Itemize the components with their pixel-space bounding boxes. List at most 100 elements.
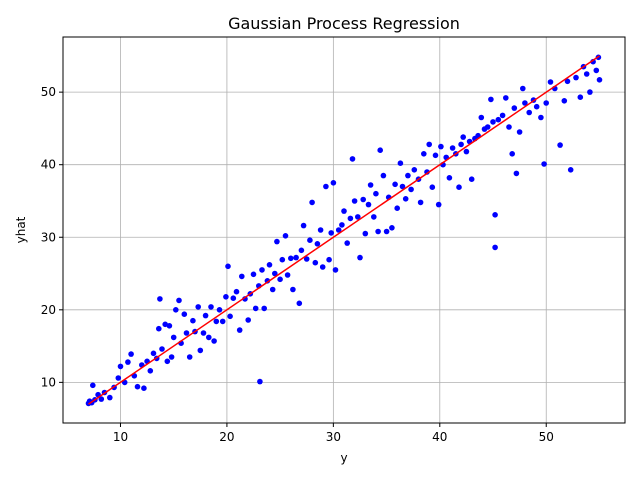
y-tick-label: 50 xyxy=(41,85,56,99)
data-point xyxy=(513,170,520,177)
data-point xyxy=(426,141,433,148)
data-point xyxy=(284,272,291,278)
data-point xyxy=(277,276,283,283)
data-point xyxy=(347,215,354,222)
data-point xyxy=(293,254,299,261)
data-point xyxy=(492,212,498,218)
data-point xyxy=(351,198,358,204)
data-point xyxy=(319,264,326,270)
data-point xyxy=(499,112,506,119)
data-point xyxy=(383,228,390,235)
data-point xyxy=(492,244,498,251)
y-axis-label: yhat xyxy=(14,216,28,243)
data-point xyxy=(411,167,418,173)
y-tick-label: 40 xyxy=(41,158,56,172)
data-point xyxy=(435,201,442,208)
data-point xyxy=(326,256,332,263)
data-point xyxy=(557,142,563,148)
data-point xyxy=(429,184,436,190)
data-point xyxy=(141,385,147,392)
data-point xyxy=(577,94,584,100)
data-point xyxy=(375,228,381,235)
grid-lines xyxy=(63,37,625,423)
data-point xyxy=(134,383,141,390)
y-tick-label: 10 xyxy=(41,375,56,389)
data-marks xyxy=(85,54,603,407)
data-point xyxy=(408,186,414,193)
x-tick-label: 50 xyxy=(539,430,554,444)
data-point xyxy=(312,259,319,266)
data-point xyxy=(456,184,462,190)
data-point xyxy=(389,225,395,231)
data-point xyxy=(298,247,305,254)
data-point xyxy=(173,307,179,313)
data-point xyxy=(424,169,430,175)
data-point xyxy=(206,334,212,341)
data-point xyxy=(296,300,303,307)
data-point xyxy=(259,267,265,273)
fit-line xyxy=(88,55,600,405)
data-point xyxy=(458,141,464,148)
data-point xyxy=(593,67,600,74)
data-point xyxy=(596,77,603,83)
data-point xyxy=(323,183,329,190)
data-point xyxy=(157,296,163,302)
data-point xyxy=(186,354,193,360)
data-point xyxy=(159,346,165,352)
data-point xyxy=(509,151,515,157)
data-point xyxy=(392,181,398,188)
data-point xyxy=(230,295,237,302)
data-point xyxy=(377,147,384,153)
data-point xyxy=(503,95,509,101)
data-point xyxy=(339,222,345,228)
data-point xyxy=(399,183,406,190)
data-point xyxy=(90,382,96,389)
data-point xyxy=(168,354,175,360)
data-point xyxy=(402,196,409,202)
data-point xyxy=(417,199,424,206)
data-point xyxy=(288,255,294,262)
data-point xyxy=(290,286,296,293)
data-point xyxy=(541,161,547,167)
data-point xyxy=(533,103,540,110)
data-point xyxy=(520,85,526,92)
data-point xyxy=(252,305,259,312)
data-point xyxy=(156,325,162,332)
data-point xyxy=(583,71,590,77)
data-point xyxy=(371,214,377,220)
data-point xyxy=(590,58,596,65)
data-point xyxy=(538,114,544,121)
data-point xyxy=(380,172,387,179)
data-point xyxy=(208,304,214,310)
x-tick-label: 30 xyxy=(326,430,341,444)
data-point xyxy=(341,208,347,214)
data-point xyxy=(488,96,494,103)
axis-ticks: 10 20 30 40 50 10 20 30 40 50 xyxy=(41,85,554,444)
data-point xyxy=(269,286,276,293)
data-point xyxy=(360,196,367,203)
data-point xyxy=(567,167,574,173)
data-point xyxy=(225,263,231,270)
data-point xyxy=(421,151,427,157)
data-point xyxy=(211,338,217,344)
data-point xyxy=(219,318,226,325)
x-axis-label: y xyxy=(340,451,347,465)
data-point xyxy=(216,307,223,313)
data-point xyxy=(547,79,554,85)
data-point xyxy=(307,237,313,243)
data-point xyxy=(202,312,209,319)
data-point xyxy=(561,98,568,104)
data-point xyxy=(478,114,485,121)
data-point xyxy=(317,227,324,233)
data-point xyxy=(181,311,188,318)
data-point xyxy=(264,278,271,284)
data-point xyxy=(245,317,251,323)
data-point xyxy=(282,233,289,239)
data-point xyxy=(257,378,263,385)
data-point xyxy=(236,327,243,333)
data-point xyxy=(367,182,374,188)
data-point xyxy=(176,297,182,304)
data-point xyxy=(506,124,512,130)
y-tick-label: 30 xyxy=(41,230,56,244)
data-point xyxy=(432,152,439,159)
